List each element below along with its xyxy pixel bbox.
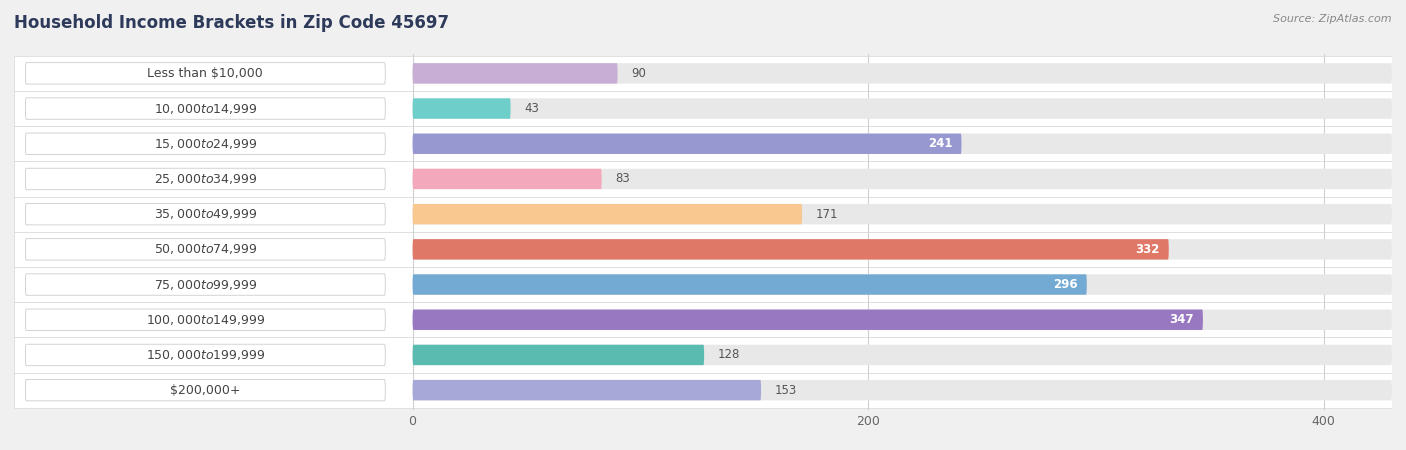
- FancyBboxPatch shape: [25, 309, 385, 330]
- Text: 171: 171: [815, 207, 838, 220]
- Text: $100,000 to $149,999: $100,000 to $149,999: [146, 313, 266, 327]
- Text: Less than $10,000: Less than $10,000: [148, 67, 263, 80]
- FancyBboxPatch shape: [412, 134, 1392, 154]
- Text: $50,000 to $74,999: $50,000 to $74,999: [153, 243, 257, 256]
- Text: $200,000+: $200,000+: [170, 384, 240, 396]
- Text: $75,000 to $99,999: $75,000 to $99,999: [153, 278, 257, 292]
- FancyBboxPatch shape: [14, 197, 1392, 232]
- FancyBboxPatch shape: [412, 345, 1392, 365]
- FancyBboxPatch shape: [412, 380, 1392, 400]
- FancyBboxPatch shape: [25, 63, 385, 84]
- FancyBboxPatch shape: [25, 379, 385, 401]
- FancyBboxPatch shape: [412, 274, 1087, 295]
- FancyBboxPatch shape: [25, 168, 385, 189]
- Text: $10,000 to $14,999: $10,000 to $14,999: [153, 102, 257, 116]
- FancyBboxPatch shape: [412, 345, 704, 365]
- FancyBboxPatch shape: [25, 203, 385, 225]
- Text: 347: 347: [1170, 313, 1194, 326]
- FancyBboxPatch shape: [25, 238, 385, 260]
- FancyBboxPatch shape: [14, 373, 1392, 408]
- Text: 128: 128: [718, 348, 740, 361]
- FancyBboxPatch shape: [412, 204, 801, 225]
- Text: Household Income Brackets in Zip Code 45697: Household Income Brackets in Zip Code 45…: [14, 14, 449, 32]
- FancyBboxPatch shape: [412, 99, 1392, 119]
- Text: 43: 43: [524, 102, 538, 115]
- Text: Source: ZipAtlas.com: Source: ZipAtlas.com: [1274, 14, 1392, 23]
- FancyBboxPatch shape: [412, 310, 1392, 330]
- FancyBboxPatch shape: [14, 302, 1392, 338]
- FancyBboxPatch shape: [412, 239, 1392, 260]
- Text: $25,000 to $34,999: $25,000 to $34,999: [153, 172, 257, 186]
- FancyBboxPatch shape: [412, 63, 1392, 84]
- Text: $35,000 to $49,999: $35,000 to $49,999: [153, 207, 257, 221]
- Text: $15,000 to $24,999: $15,000 to $24,999: [153, 137, 257, 151]
- FancyBboxPatch shape: [412, 380, 761, 400]
- Text: 332: 332: [1135, 243, 1160, 256]
- FancyBboxPatch shape: [25, 344, 385, 366]
- FancyBboxPatch shape: [14, 91, 1392, 126]
- Text: 296: 296: [1053, 278, 1077, 291]
- FancyBboxPatch shape: [14, 56, 1392, 91]
- FancyBboxPatch shape: [25, 274, 385, 295]
- FancyBboxPatch shape: [14, 162, 1392, 197]
- FancyBboxPatch shape: [412, 169, 1392, 189]
- FancyBboxPatch shape: [412, 274, 1392, 295]
- FancyBboxPatch shape: [412, 310, 1204, 330]
- FancyBboxPatch shape: [14, 267, 1392, 302]
- Text: $150,000 to $199,999: $150,000 to $199,999: [146, 348, 266, 362]
- FancyBboxPatch shape: [14, 338, 1392, 373]
- FancyBboxPatch shape: [412, 134, 962, 154]
- FancyBboxPatch shape: [412, 99, 510, 119]
- Text: 83: 83: [616, 172, 630, 185]
- FancyBboxPatch shape: [14, 126, 1392, 162]
- FancyBboxPatch shape: [25, 133, 385, 154]
- Text: 153: 153: [775, 384, 797, 396]
- FancyBboxPatch shape: [412, 239, 1168, 260]
- FancyBboxPatch shape: [25, 98, 385, 119]
- FancyBboxPatch shape: [412, 63, 617, 84]
- FancyBboxPatch shape: [412, 204, 1392, 225]
- Text: 241: 241: [928, 137, 952, 150]
- Text: 90: 90: [631, 67, 647, 80]
- FancyBboxPatch shape: [412, 169, 602, 189]
- FancyBboxPatch shape: [14, 232, 1392, 267]
